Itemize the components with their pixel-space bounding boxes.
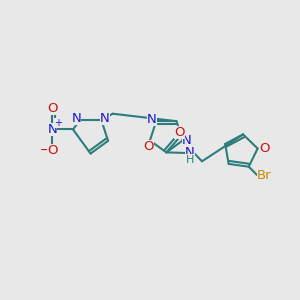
Text: H: H: [186, 154, 194, 164]
Text: N: N: [47, 123, 57, 136]
Text: N: N: [182, 134, 192, 147]
Text: −: −: [40, 144, 50, 157]
Text: N: N: [100, 112, 110, 125]
Text: +: +: [55, 118, 62, 128]
Text: Br: Br: [257, 169, 272, 182]
Text: O: O: [174, 126, 185, 139]
Text: O: O: [143, 140, 153, 153]
Text: N: N: [147, 113, 157, 126]
Text: N: N: [185, 146, 195, 159]
Text: O: O: [47, 102, 58, 115]
Text: O: O: [259, 142, 269, 155]
Text: N: N: [71, 112, 81, 125]
Text: O: O: [47, 144, 58, 157]
